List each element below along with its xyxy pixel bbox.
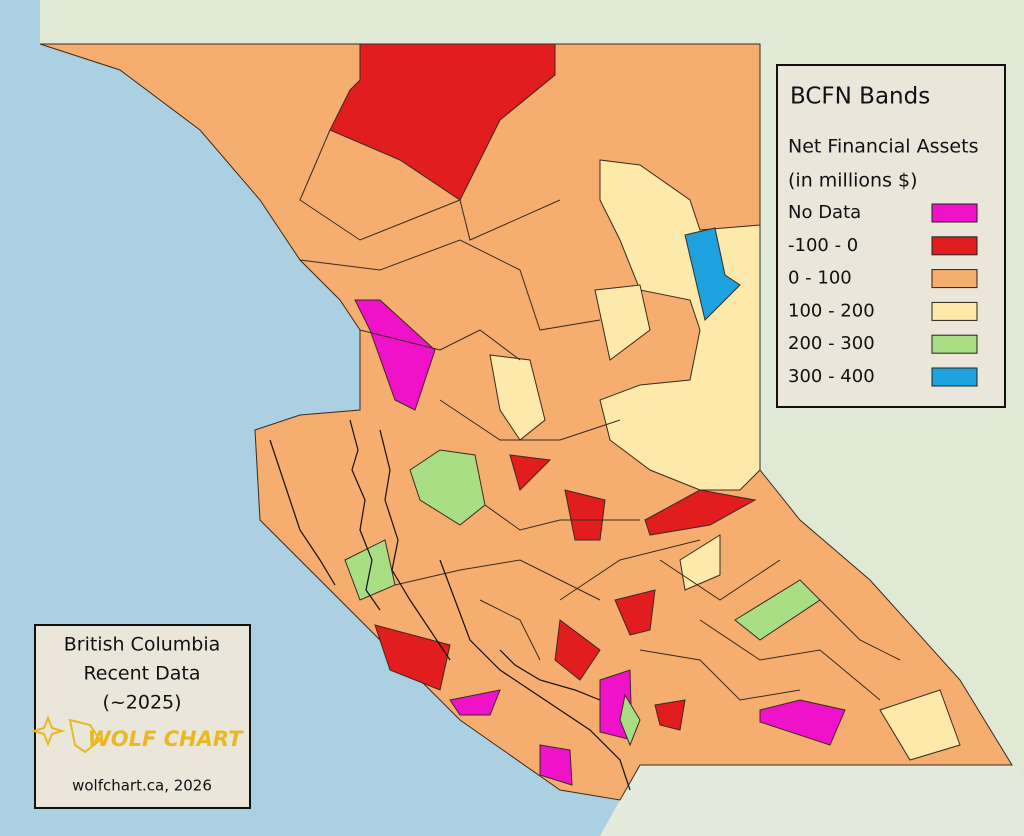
legend-swatch xyxy=(931,203,978,223)
info-line: Recent Data xyxy=(83,663,200,685)
region xyxy=(564,489,606,541)
region-border xyxy=(639,649,801,701)
region-border xyxy=(459,199,561,241)
region xyxy=(449,689,501,716)
island-line xyxy=(439,559,631,791)
region-border xyxy=(484,504,640,531)
south-land xyxy=(600,765,1024,836)
legend-swatch xyxy=(931,269,978,289)
region-border xyxy=(299,239,521,271)
coastal-islands xyxy=(269,419,631,791)
logo-text: WOLF CHART xyxy=(88,727,245,751)
region-border xyxy=(699,619,881,701)
region-border xyxy=(299,129,461,241)
legend-label: -100 - 0 xyxy=(788,235,858,256)
legend-label: 100 - 200 xyxy=(788,300,875,321)
region-border xyxy=(359,329,521,361)
info-box: British Columbia Recent Data (~2025) WOL… xyxy=(30,624,251,809)
region xyxy=(619,693,641,747)
region xyxy=(759,699,846,746)
legend-subtitle: (in millions $) xyxy=(788,170,918,192)
legend-subtitle: Net Financial Assets xyxy=(788,136,978,158)
island-line xyxy=(379,429,451,661)
logo-icon xyxy=(30,715,102,754)
regions xyxy=(39,43,1013,801)
region xyxy=(374,624,451,691)
region-border xyxy=(519,269,601,331)
island-line xyxy=(499,649,601,701)
region xyxy=(594,284,651,361)
info-line: (~2025) xyxy=(102,692,181,714)
island-line xyxy=(269,439,336,586)
region xyxy=(684,227,741,321)
region-border xyxy=(394,559,601,601)
legend-swatch xyxy=(931,334,978,354)
info-panel xyxy=(34,624,251,809)
region-border xyxy=(479,599,541,661)
info-line: British Columbia xyxy=(64,634,221,656)
region xyxy=(614,589,656,636)
legend-label: 200 - 300 xyxy=(788,333,875,354)
region-border xyxy=(819,599,901,661)
legend-swatch xyxy=(931,301,978,321)
region xyxy=(354,299,436,411)
info-credit: wolfchart.ca, 2026 xyxy=(72,777,212,795)
legend-swatch xyxy=(931,236,978,256)
region xyxy=(644,489,757,536)
region xyxy=(329,43,556,201)
legend-swatch xyxy=(931,367,978,387)
legend-label: 0 - 100 xyxy=(788,268,852,289)
island-line xyxy=(349,419,381,611)
region xyxy=(555,43,761,491)
region-border xyxy=(559,539,701,601)
region xyxy=(509,454,552,491)
legend-label: No Data xyxy=(788,202,861,223)
region-border xyxy=(659,559,781,601)
region xyxy=(679,534,721,591)
region xyxy=(539,744,573,786)
legend-items: No Data -100 - 0 0 - 100 100 - 200 200 - 300… xyxy=(788,202,978,387)
region xyxy=(879,689,961,761)
legend: BCFN Bands Net Financial Assets (in mill… xyxy=(776,64,1006,408)
region-border xyxy=(439,399,621,441)
region xyxy=(654,699,686,731)
region xyxy=(489,354,546,441)
legend-title: BCFN Bands xyxy=(790,84,930,110)
legend-label: 300 - 400 xyxy=(788,366,875,387)
region xyxy=(554,619,601,681)
